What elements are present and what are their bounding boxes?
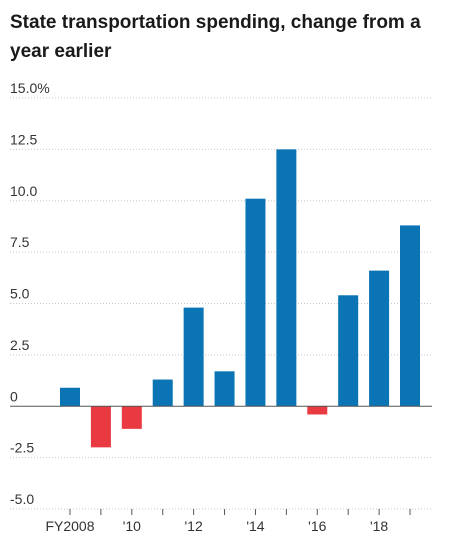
bar [214, 371, 235, 407]
bar [152, 379, 173, 407]
bar [276, 149, 297, 407]
x-axis-tick-labels: FY2008 '10 '12 '14 '16 '18 [45, 509, 411, 534]
y-tick-label: 7.5 [10, 234, 30, 250]
bar [60, 387, 80, 407]
chart-title: State transportation spending, change fr… [10, 12, 421, 62]
x-tick-label: '12 [185, 518, 203, 534]
bar [90, 406, 111, 448]
x-tick-label: '18 [370, 518, 388, 534]
bar [400, 225, 420, 407]
gridlines [10, 97, 432, 510]
bar [307, 406, 328, 415]
x-tick-label: FY2008 [45, 518, 94, 534]
y-tick-label: 15.0% [10, 80, 50, 96]
y-tick-label: 0 [10, 388, 18, 404]
y-tick-label: 5.0 [10, 286, 30, 302]
bar [338, 295, 359, 407]
x-tick-label: '10 [123, 518, 141, 534]
y-tick-label: 10.0 [10, 183, 37, 199]
bar [183, 307, 204, 407]
bar [369, 270, 390, 407]
y-axis-tick-labels: 15.0% 12.5 10.0 7.5 5.0 2.5 0 -2.5 -5.0 [10, 80, 50, 507]
x-tick-label: '16 [308, 518, 326, 534]
bar [121, 406, 142, 429]
bars [60, 149, 420, 448]
x-tick-label: '14 [246, 518, 264, 534]
y-tick-label: -2.5 [10, 440, 34, 456]
y-tick-label: 12.5 [10, 131, 37, 147]
y-tick-label: -5.0 [10, 491, 34, 507]
bar [245, 198, 266, 407]
y-tick-label: 2.5 [10, 337, 30, 353]
